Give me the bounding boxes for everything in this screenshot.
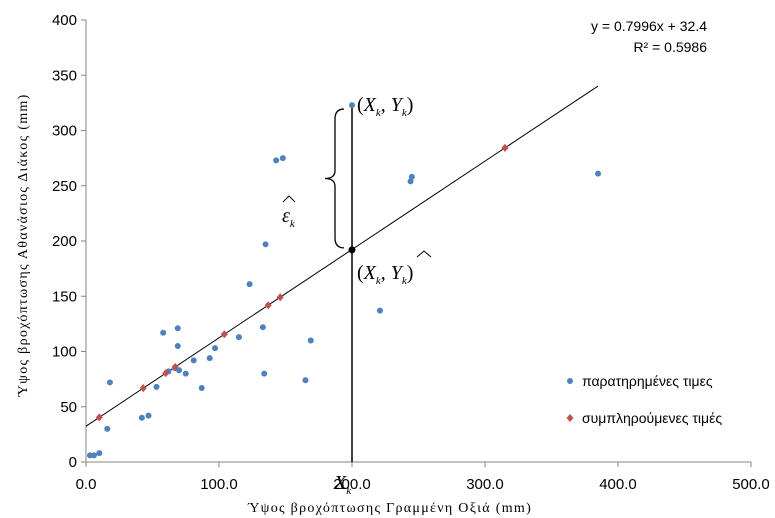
fitted-point	[501, 143, 509, 152]
svg-text:(Xk, Yk): (Xk, Yk)	[357, 262, 413, 287]
y-tick-label: 250	[52, 178, 77, 195]
x-axis-title: Ύψος βροχόπτωσης Γραμμένη Οξιά (mm)	[247, 501, 532, 516]
x-tick-label: 100.0	[200, 476, 238, 493]
y-tick-label: 300	[52, 123, 77, 140]
observed-point	[145, 412, 152, 419]
observed-series	[86, 102, 602, 459]
x-tick-label: 0.0	[76, 476, 97, 493]
observed-point	[349, 102, 355, 109]
x-tick-label: 200.0	[333, 476, 371, 493]
x-tick-label: 400.0	[599, 476, 637, 493]
trend-line	[85, 85, 599, 427]
observed-point	[138, 414, 145, 421]
observed-point	[104, 425, 111, 432]
fitted-point	[264, 301, 272, 310]
observed-point	[279, 155, 286, 162]
observed-point	[174, 342, 181, 349]
svg-text:Xk: Xk	[333, 472, 352, 497]
y-tick-label: 400	[52, 12, 77, 29]
fitted-point	[95, 413, 103, 422]
observed-point	[273, 157, 280, 164]
observed-point	[190, 357, 197, 364]
observed-point	[259, 324, 266, 331]
y-tick-label: 100	[52, 344, 77, 361]
r-squared: R² = 0.5986	[633, 39, 707, 55]
observed-point	[198, 384, 205, 391]
observed-point	[212, 345, 219, 352]
legend: παρατηρημένες τιμες συμπληρούμενες τιμές	[566, 373, 722, 426]
observed-point	[206, 355, 213, 362]
observed-point	[595, 170, 602, 177]
fitted-point-label: (Xk, Yk)	[357, 250, 432, 287]
y-tick-label: 50	[60, 399, 77, 416]
observed-point	[376, 307, 383, 314]
fitted-point	[139, 384, 147, 393]
observed-point	[153, 383, 160, 390]
observed-point	[262, 241, 269, 248]
fitted-point	[276, 293, 284, 302]
legend-fitted-marker	[566, 414, 574, 422]
observed-point	[160, 329, 167, 336]
legend-fitted-label: συμπληρούμενες τιμές	[582, 410, 722, 426]
fitted-point-k	[348, 246, 356, 254]
observed-point	[90, 452, 97, 459]
observed-point	[176, 367, 183, 374]
observed-point	[246, 281, 253, 288]
y-axis-ticks: 0 50 100 150 200 250 300 350 400	[52, 12, 86, 471]
legend-observed-marker	[567, 378, 573, 384]
observed-point	[106, 379, 113, 386]
svg-text:(Xk, Yk): (Xk, Yk)	[357, 94, 413, 119]
x-tick-label: 300.0	[466, 476, 504, 493]
observed-point-label: (Xk, Yk)	[357, 94, 413, 119]
residual-brace	[324, 108, 345, 249]
observed-point	[307, 337, 314, 344]
xk-axis-label: Xk	[333, 472, 352, 497]
observed-point	[408, 173, 415, 180]
trend-equation: y = 0.7996x + 32.4	[591, 18, 707, 34]
residual-label: εk	[282, 195, 296, 230]
y-axis-title: Ύψος βροχόπτωσης Αθανάσιος Διάκος (mm)	[16, 93, 31, 397]
legend-observed-label: παρατηρημένες τιμες	[582, 373, 713, 389]
y-tick-label: 0	[69, 454, 77, 471]
y-tick-label: 150	[52, 288, 77, 305]
fitted-series	[95, 143, 509, 422]
svg-text:εk: εk	[282, 205, 296, 230]
observed-point	[96, 450, 103, 457]
y-tick-label: 350	[52, 67, 77, 84]
observed-point	[235, 334, 242, 341]
observed-point	[182, 370, 189, 377]
fitted-point	[162, 369, 170, 378]
fitted-point	[171, 362, 179, 371]
x-axis-ticks: 0.0 100.0 200.0 300.0 400.0 500.0	[76, 462, 770, 493]
observed-point	[174, 325, 181, 332]
observed-point	[302, 377, 309, 384]
fitted-point	[220, 330, 228, 339]
x-tick-label: 500.0	[732, 476, 770, 493]
observed-point	[261, 370, 268, 377]
y-tick-label: 200	[52, 233, 77, 250]
